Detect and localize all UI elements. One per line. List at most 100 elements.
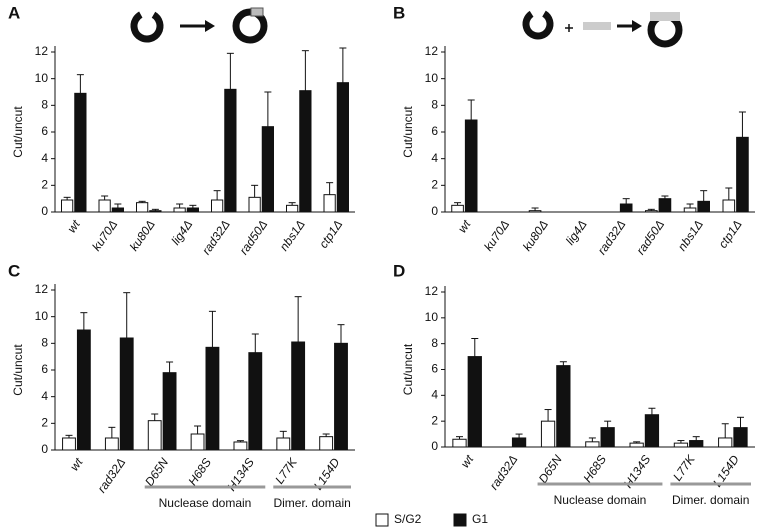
x-tick-label: wt — [64, 217, 83, 235]
error-bar — [454, 202, 462, 206]
x-tick-label: ku70Δ — [481, 218, 512, 254]
bar — [104, 437, 119, 451]
y-tick-label: 2 — [41, 178, 48, 192]
bar — [658, 198, 672, 213]
bar — [76, 329, 91, 451]
y-tick-label: 4 — [431, 151, 438, 165]
bar — [205, 346, 220, 451]
error-bar — [531, 207, 539, 211]
bar — [451, 204, 464, 213]
error-bar — [467, 99, 475, 120]
error-bar — [700, 190, 708, 202]
bar — [645, 210, 658, 213]
error-bar — [686, 203, 694, 208]
x-tick-label: wt — [455, 217, 474, 235]
y-tick-label: 12 — [425, 44, 439, 58]
schematic-a — [130, 7, 268, 44]
error-bar — [588, 437, 596, 442]
bar — [299, 90, 312, 213]
x-tick-label: rad32Δ — [95, 456, 129, 496]
x-tick-label: wt — [67, 455, 86, 473]
error-bar — [604, 420, 612, 428]
error-bar — [647, 208, 655, 211]
bar — [276, 437, 291, 451]
bar — [162, 372, 177, 451]
plasmid-cut — [522, 8, 554, 40]
bar — [323, 194, 336, 213]
error-bar — [138, 200, 146, 203]
bar — [722, 199, 736, 213]
x-tick-label: L77K — [670, 452, 698, 484]
x-tick-label: H68S — [580, 453, 609, 486]
error-bar — [648, 407, 656, 415]
arrow-head — [205, 20, 215, 32]
error-bar — [294, 296, 302, 342]
error-bar — [288, 202, 296, 206]
y-tick-label: 6 — [41, 124, 48, 138]
bar — [452, 438, 467, 448]
y-axis-label: Cut/uncut — [11, 344, 25, 396]
y-tick-label: 6 — [431, 124, 438, 138]
bar — [619, 203, 633, 213]
error-bar — [108, 426, 116, 438]
x-tick-label: D65N — [536, 452, 565, 485]
domain-label: Nuclease domain — [554, 493, 647, 507]
bar — [334, 342, 348, 451]
y-tick-label: 4 — [41, 389, 48, 403]
y-tick-label: 10 — [425, 71, 439, 85]
schematic-b — [522, 8, 683, 48]
legend-swatch — [453, 513, 467, 527]
y-tick-label: 0 — [41, 442, 48, 456]
bar — [119, 337, 134, 451]
error-bar — [189, 204, 197, 208]
arrow-head — [632, 20, 642, 32]
panel-label: C — [8, 261, 20, 280]
y-tick-label: 2 — [431, 178, 438, 192]
x-tick-label: ku80Δ — [127, 218, 158, 254]
plasmid — [232, 8, 268, 44]
panel-label: B — [393, 3, 405, 22]
error-bar — [737, 416, 744, 428]
y-axis-label: Cut/uncut — [401, 106, 415, 158]
error-bar — [622, 198, 630, 204]
bar — [467, 356, 482, 448]
x-tick-label: ctp1Δ — [316, 218, 345, 251]
x-tick-label: rad50Δ — [237, 218, 271, 258]
x-tick-label: ku80Δ — [520, 218, 551, 254]
error-bar — [151, 208, 159, 211]
y-tick-label: 0 — [41, 204, 48, 218]
x-tick-label: D65N — [142, 455, 171, 488]
error-bar — [264, 91, 272, 127]
error-bar — [213, 190, 221, 200]
bar — [136, 202, 149, 213]
bar — [464, 119, 478, 213]
bar — [149, 210, 162, 213]
bar — [736, 136, 749, 213]
y-tick-label: 8 — [431, 98, 438, 112]
bar — [556, 365, 571, 448]
error-bar — [76, 74, 84, 94]
y-tick-label: 0 — [431, 439, 438, 453]
bar — [233, 441, 248, 451]
error-bar — [738, 111, 746, 138]
x-tick-label: ku70Δ — [89, 218, 120, 254]
error-bar — [339, 47, 347, 83]
error-bar — [251, 184, 259, 198]
legend-label: S/G2 — [394, 512, 422, 526]
error-bar — [633, 441, 641, 444]
error-bar — [326, 182, 334, 195]
y-tick-label: 12 — [35, 44, 49, 58]
x-tick-label: L77K — [272, 455, 300, 487]
bar — [733, 427, 748, 448]
bar — [528, 210, 542, 213]
error-bar — [123, 292, 131, 338]
panel-label: A — [8, 3, 20, 22]
bar — [585, 441, 600, 448]
x-tick-label: lig4Δ — [563, 218, 590, 248]
bar — [173, 207, 186, 213]
error-bar — [322, 433, 330, 437]
bar — [211, 199, 224, 213]
bar — [697, 200, 710, 213]
x-tick-label: rad32Δ — [199, 218, 233, 258]
